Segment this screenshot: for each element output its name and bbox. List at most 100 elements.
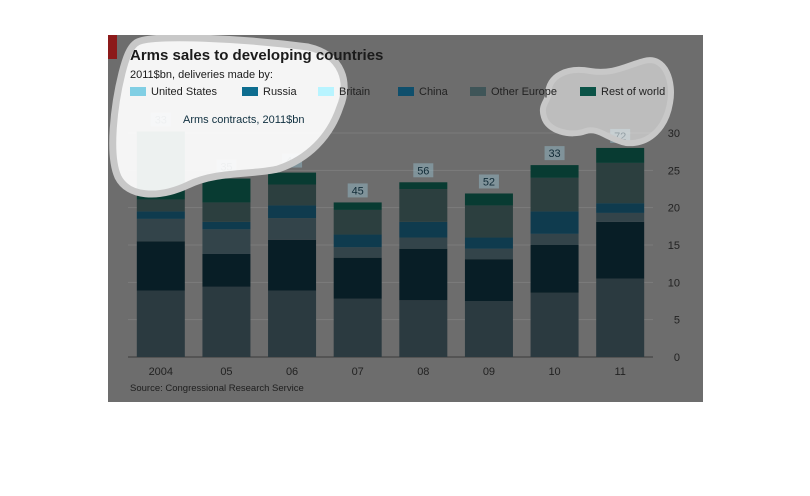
legend-item-china: China <box>398 86 448 98</box>
legend-swatch-other-europe <box>470 87 486 96</box>
bar-segment-united-states-11 <box>596 278 645 357</box>
y-tick-label-10: 10 <box>668 277 680 289</box>
x-tick-label-11: 11 <box>614 366 625 378</box>
bar-segment-britain-2004 <box>136 218 185 242</box>
bar-segment-rest-of-world-2004 <box>136 131 185 200</box>
bar-segment-russia-11 <box>596 221 645 279</box>
bar-segment-britain-09 <box>464 248 513 260</box>
contracts-label: Arms contracts, 2011$bn <box>183 114 305 126</box>
bar-segment-rest-of-world-06 <box>268 172 317 185</box>
y-tick-label-20: 20 <box>668 203 680 215</box>
source-note: Source: Congressional Research Service <box>130 383 304 394</box>
bar-segment-other-europe-08 <box>399 189 448 222</box>
bar-segment-russia-10 <box>530 245 579 293</box>
bar-segment-china-05 <box>202 221 251 230</box>
bar-segment-other-europe-2004 <box>136 199 185 212</box>
contract-value-06: 44 <box>286 156 298 168</box>
bar-segment-united-states-06 <box>268 290 317 357</box>
contract-value-05: 35 <box>220 162 232 174</box>
bar-segment-rest-of-world-08 <box>399 182 448 189</box>
bar-segment-russia-08 <box>399 248 448 301</box>
bar-segment-china-11 <box>596 203 645 213</box>
bar-segment-rest-of-world-09 <box>464 193 513 206</box>
y-tick-label-30: 30 <box>668 128 680 140</box>
bar-segment-china-06 <box>268 205 317 219</box>
bar-segment-russia-06 <box>268 239 317 291</box>
contract-marker-09 <box>478 174 499 189</box>
bar-segment-rest-of-world-07 <box>333 202 382 210</box>
bar-segment-britain-07 <box>333 247 382 258</box>
legend-label-britain: Britain <box>339 86 371 98</box>
bar-segment-russia-07 <box>333 257 382 299</box>
chart-subtitle: 2011$bn, deliveries made by: <box>130 69 273 81</box>
x-tick-label-08: 08 <box>417 366 429 378</box>
contract-value-09: 52 <box>483 176 495 188</box>
bar-segment-britain-10 <box>530 233 579 245</box>
bar-segment-rest-of-world-10 <box>530 165 579 178</box>
bar-segment-britain-08 <box>399 237 448 249</box>
legend-swatch-united-states <box>130 87 146 96</box>
legend-label-united-states: United States <box>151 86 218 98</box>
bar-segment-united-states-08 <box>399 300 448 357</box>
x-tick-label-06: 06 <box>286 366 298 378</box>
contract-marker-10 <box>544 146 565 161</box>
bar-segment-other-europe-07 <box>333 209 382 235</box>
x-tick-label-10: 10 <box>548 366 560 378</box>
x-tick-label-05: 05 <box>220 366 232 378</box>
bar-segment-russia-05 <box>202 253 251 287</box>
legend-label-rest-of-world: Rest of world <box>601 86 666 98</box>
bar-segment-other-europe-06 <box>268 184 317 206</box>
y-tick-label-0: 0 <box>674 352 680 364</box>
bar-segment-britain-05 <box>202 229 251 254</box>
legend-item-britain: Britain <box>318 86 370 98</box>
legend-swatch-britain <box>318 87 334 96</box>
bar-segment-russia-2004 <box>136 241 185 291</box>
y-tick-label-15: 15 <box>668 240 680 252</box>
legend-item-other-europe: Other Europe <box>470 86 557 98</box>
legend-swatch-rest-of-world <box>580 87 596 96</box>
bar-segment-united-states-09 <box>464 301 513 357</box>
bar-segment-china-2004 <box>136 211 185 219</box>
legend-swatch-russia <box>242 87 258 96</box>
contract-value-10: 33 <box>548 148 560 160</box>
chart-card: 0 5 10 15 20 25 30 2004 33 05 35 06 44 07 45 08 56 09 52 10… <box>108 35 703 402</box>
bar-segment-britain-11 <box>596 212 645 222</box>
bar-segment-united-states-07 <box>333 298 382 357</box>
legend-item-united-states: United States <box>130 86 217 98</box>
legend-item-rest-of-world: Rest of world <box>580 86 665 98</box>
bar-segment-united-states-05 <box>202 286 251 357</box>
contract-marker-07 <box>347 183 368 198</box>
bar-segment-britain-06 <box>268 218 317 240</box>
contract-value-11: 72 <box>614 131 626 143</box>
bar-segment-china-08 <box>399 221 448 238</box>
legend: United States Russia Britain China Other… <box>130 86 700 102</box>
x-tick-label-2004: 2004 <box>149 366 173 378</box>
legend-label-other-europe: Other Europe <box>491 86 558 98</box>
bar-segment-other-europe-11 <box>596 162 645 204</box>
bar-segment-other-europe-10 <box>530 177 579 212</box>
x-tick-label-07: 07 <box>352 366 364 378</box>
bar-segment-other-europe-09 <box>464 205 513 238</box>
x-tick-label-09: 09 <box>483 366 495 378</box>
bar-segment-rest-of-world-05 <box>202 178 251 203</box>
bar-segment-russia-09 <box>464 259 513 301</box>
legend-swatch-china <box>398 87 414 96</box>
y-tick-label-5: 5 <box>674 315 680 327</box>
contract-value-08: 56 <box>417 165 429 177</box>
legend-item-russia: Russia <box>242 86 297 98</box>
plot-area: 0510152025302004330535064407450856095210… <box>128 112 680 378</box>
contract-value-2004: 33 <box>155 115 167 127</box>
legend-label-russia: Russia <box>263 86 297 98</box>
bar-segment-united-states-2004 <box>136 290 185 357</box>
chart-title: Arms sales to developing countries <box>130 47 384 64</box>
bar-segment-china-10 <box>530 211 579 234</box>
contract-value-07: 45 <box>352 185 364 197</box>
legend-label-china: China <box>419 86 448 98</box>
bar-segment-china-07 <box>333 234 382 248</box>
y-tick-label-25: 25 <box>668 165 680 177</box>
bar-segment-rest-of-world-11 <box>596 147 645 163</box>
contract-marker-08 <box>413 163 434 178</box>
bar-segment-united-states-10 <box>530 292 579 357</box>
bar-segment-other-europe-05 <box>202 202 251 222</box>
bar-segment-china-09 <box>464 237 513 249</box>
